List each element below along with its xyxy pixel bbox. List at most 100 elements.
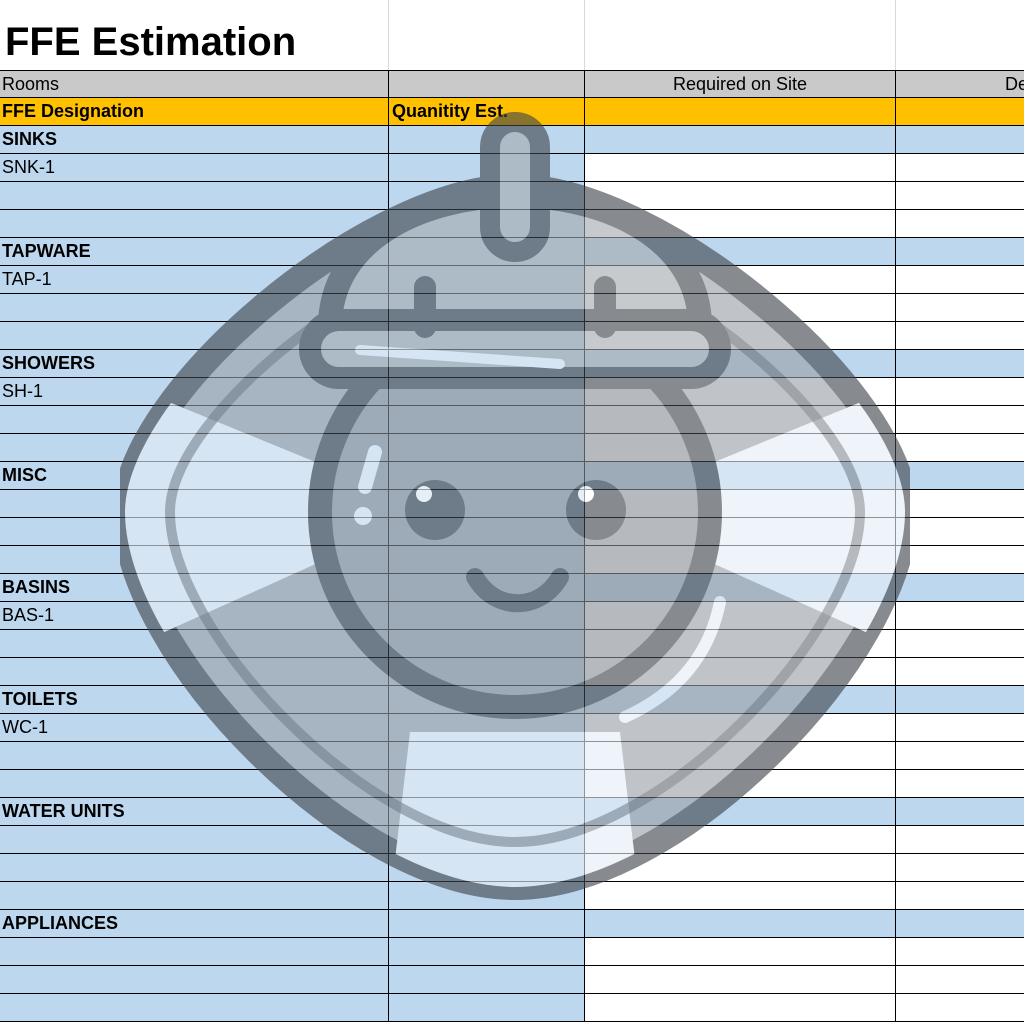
- ffe-designation-cell[interactable]: [0, 882, 389, 910]
- quantity-cell[interactable]: [389, 602, 585, 630]
- de-cell[interactable]: [896, 266, 1024, 294]
- ffe-designation-cell[interactable]: [0, 658, 389, 686]
- quantity-cell[interactable]: [389, 714, 585, 742]
- required-on-site-cell[interactable]: [585, 490, 896, 518]
- ffe-designation-cell[interactable]: BASINS: [0, 574, 389, 602]
- quantity-cell[interactable]: [389, 462, 585, 490]
- ffe-designation-cell[interactable]: [0, 294, 389, 322]
- quantity-cell[interactable]: [389, 210, 585, 238]
- header-cell-de[interactable]: De: [896, 70, 1024, 98]
- required-on-site-cell[interactable]: [585, 238, 896, 266]
- quantity-cell[interactable]: [389, 126, 585, 154]
- de-cell[interactable]: [896, 518, 1024, 546]
- required-on-site-cell[interactable]: [585, 322, 896, 350]
- ffe-designation-cell[interactable]: [0, 826, 389, 854]
- required-on-site-cell[interactable]: [585, 546, 896, 574]
- quantity-cell[interactable]: [389, 350, 585, 378]
- required-on-site-cell[interactable]: [585, 742, 896, 770]
- required-on-site-cell[interactable]: [585, 518, 896, 546]
- header-cell-rooms[interactable]: Rooms: [0, 70, 389, 98]
- de-cell[interactable]: [896, 938, 1024, 966]
- de-cell[interactable]: [896, 126, 1024, 154]
- ffe-designation-cell[interactable]: [0, 994, 389, 1022]
- required-on-site-cell[interactable]: [585, 882, 896, 910]
- ffe-designation-cell[interactable]: TAP-1: [0, 266, 389, 294]
- quantity-cell[interactable]: [389, 518, 585, 546]
- header-cell-ffe-designation[interactable]: FFE Designation: [0, 98, 389, 126]
- de-cell[interactable]: [896, 630, 1024, 658]
- required-on-site-cell[interactable]: [585, 826, 896, 854]
- ffe-designation-cell[interactable]: [0, 406, 389, 434]
- de-cell[interactable]: [896, 798, 1024, 826]
- quantity-cell[interactable]: [389, 294, 585, 322]
- required-on-site-cell[interactable]: [585, 770, 896, 798]
- de-cell[interactable]: [896, 350, 1024, 378]
- header-cell-quantity-est[interactable]: Quanitity Est.: [389, 98, 585, 126]
- ffe-designation-cell[interactable]: [0, 434, 389, 462]
- quantity-cell[interactable]: [389, 910, 585, 938]
- de-cell[interactable]: [896, 770, 1024, 798]
- required-on-site-cell[interactable]: [585, 714, 896, 742]
- ffe-designation-cell[interactable]: [0, 490, 389, 518]
- de-cell[interactable]: [896, 910, 1024, 938]
- quantity-cell[interactable]: [389, 406, 585, 434]
- quantity-cell[interactable]: [389, 266, 585, 294]
- sheet-title[interactable]: FFE Estimation: [5, 20, 297, 64]
- header-cell-empty[interactable]: [896, 98, 1024, 126]
- de-cell[interactable]: [896, 826, 1024, 854]
- de-cell[interactable]: [896, 994, 1024, 1022]
- quantity-cell[interactable]: [389, 882, 585, 910]
- de-cell[interactable]: [896, 742, 1024, 770]
- required-on-site-cell[interactable]: [585, 294, 896, 322]
- quantity-cell[interactable]: [389, 574, 585, 602]
- quantity-cell[interactable]: [389, 938, 585, 966]
- quantity-cell[interactable]: [389, 742, 585, 770]
- quantity-cell[interactable]: [389, 182, 585, 210]
- quantity-cell[interactable]: [389, 994, 585, 1022]
- ffe-designation-cell[interactable]: [0, 854, 389, 882]
- de-cell[interactable]: [896, 714, 1024, 742]
- required-on-site-cell[interactable]: [585, 406, 896, 434]
- de-cell[interactable]: [896, 546, 1024, 574]
- required-on-site-cell[interactable]: [585, 126, 896, 154]
- quantity-cell[interactable]: [389, 490, 585, 518]
- required-on-site-cell[interactable]: [585, 574, 896, 602]
- de-cell[interactable]: [896, 322, 1024, 350]
- de-cell[interactable]: [896, 658, 1024, 686]
- required-on-site-cell[interactable]: [585, 266, 896, 294]
- de-cell[interactable]: [896, 462, 1024, 490]
- quantity-cell[interactable]: [389, 798, 585, 826]
- ffe-designation-cell[interactable]: [0, 210, 389, 238]
- de-cell[interactable]: [896, 434, 1024, 462]
- required-on-site-cell[interactable]: [585, 686, 896, 714]
- required-on-site-cell[interactable]: [585, 210, 896, 238]
- quantity-cell[interactable]: [389, 966, 585, 994]
- required-on-site-cell[interactable]: [585, 602, 896, 630]
- required-on-site-cell[interactable]: [585, 434, 896, 462]
- ffe-designation-cell[interactable]: [0, 938, 389, 966]
- required-on-site-cell[interactable]: [585, 630, 896, 658]
- header-cell-blank[interactable]: [389, 70, 585, 98]
- ffe-designation-cell[interactable]: [0, 630, 389, 658]
- ffe-designation-cell[interactable]: SNK-1: [0, 154, 389, 182]
- de-cell[interactable]: [896, 602, 1024, 630]
- quantity-cell[interactable]: [389, 854, 585, 882]
- quantity-cell[interactable]: [389, 658, 585, 686]
- required-on-site-cell[interactable]: [585, 462, 896, 490]
- quantity-cell[interactable]: [389, 378, 585, 406]
- required-on-site-cell[interactable]: [585, 966, 896, 994]
- ffe-designation-cell[interactable]: MISC: [0, 462, 389, 490]
- ffe-designation-cell[interactable]: [0, 546, 389, 574]
- de-cell[interactable]: [896, 238, 1024, 266]
- ffe-designation-cell[interactable]: [0, 182, 389, 210]
- quantity-cell[interactable]: [389, 322, 585, 350]
- quantity-cell[interactable]: [389, 238, 585, 266]
- required-on-site-cell[interactable]: [585, 994, 896, 1022]
- quantity-cell[interactable]: [389, 154, 585, 182]
- required-on-site-cell[interactable]: [585, 658, 896, 686]
- required-on-site-cell[interactable]: [585, 798, 896, 826]
- quantity-cell[interactable]: [389, 546, 585, 574]
- de-cell[interactable]: [896, 490, 1024, 518]
- required-on-site-cell[interactable]: [585, 854, 896, 882]
- de-cell[interactable]: [896, 854, 1024, 882]
